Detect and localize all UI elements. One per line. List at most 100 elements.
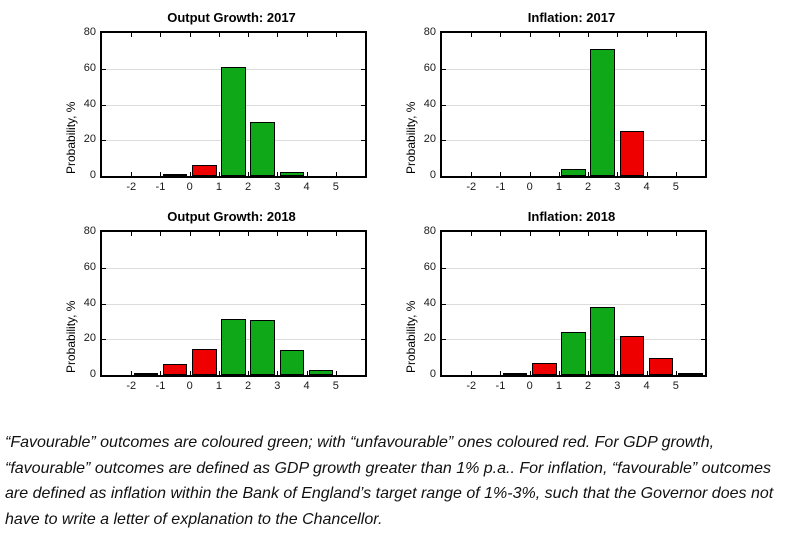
- x-tick-mark: [306, 172, 308, 176]
- plot-area: [440, 31, 707, 178]
- x-tick-mark: [617, 371, 619, 375]
- x-tick-label: 5: [672, 380, 679, 392]
- x-tick-mark: [189, 371, 191, 375]
- x-tick-label: -2: [126, 181, 137, 193]
- x-tick-mark: [558, 172, 560, 176]
- y-tick-label: 80: [83, 26, 96, 38]
- x-tick-mark: [675, 172, 677, 176]
- x-tick-mark: [675, 371, 677, 375]
- y-tick-mark: [701, 68, 705, 70]
- y-tick-mark: [701, 104, 705, 106]
- y-tick-label: 80: [83, 225, 96, 237]
- y-tick-label: 60: [423, 260, 436, 273]
- y-tick-mark: [442, 104, 446, 106]
- x-tick-mark: [588, 172, 590, 176]
- chart-output-growth-2018: Output Growth: 2018 Probability, % -2 -1 0…: [58, 207, 388, 402]
- y-tick-label: 20: [423, 332, 436, 345]
- gridline: [442, 104, 705, 106]
- x-tick-label: -1: [155, 380, 166, 392]
- y-tick-mark: [701, 140, 705, 142]
- x-tick-mark: [277, 33, 279, 37]
- x-tick-label: 3: [274, 380, 281, 392]
- x-tick-mark: [675, 33, 677, 37]
- y-tick-label: 40: [83, 97, 96, 110]
- y-tick-label: 40: [83, 296, 96, 309]
- x-tick-mark: [335, 172, 337, 176]
- x-tick-label: 1: [555, 181, 562, 193]
- y-tick-mark: [102, 303, 106, 305]
- y-tick-label: 80: [423, 225, 436, 237]
- gridline: [102, 303, 365, 305]
- chart-title: Inflation: 2017: [527, 10, 616, 25]
- y-tick-mark: [361, 104, 365, 106]
- bar-favourable: [221, 67, 246, 176]
- x-tick-label: 4: [643, 181, 650, 193]
- x-tick-mark: [529, 371, 531, 375]
- y-tick-mark: [442, 303, 446, 305]
- y-tick-mark: [361, 339, 365, 341]
- x-tick-mark: [471, 371, 473, 375]
- x-tick-mark: [306, 232, 308, 236]
- x-tick-mark: [160, 371, 162, 375]
- x-tick-mark: [189, 232, 191, 236]
- x-tick-label: 4: [643, 380, 650, 392]
- x-tick-mark: [558, 33, 560, 37]
- x-tick-mark: [160, 232, 162, 236]
- y-tick-label: 60: [83, 61, 96, 74]
- bar-unfavourable: [678, 373, 703, 375]
- y-tick-label: 40: [423, 296, 436, 309]
- x-tick-mark: [588, 371, 590, 375]
- x-tick-mark: [131, 371, 133, 375]
- gridline: [102, 267, 365, 269]
- x-tick-mark: [131, 232, 133, 236]
- bar-unfavourable: [162, 174, 188, 176]
- y-tick-mark: [102, 68, 106, 70]
- x-tick-mark: [558, 371, 560, 375]
- chart-output-growth-2017: Output Growth: 2017 Probability, % -2 -1 0…: [58, 8, 388, 203]
- chart-inflation-2018: Inflation: 2018 Probability, % -2 -1 0 1 2 3 4…: [398, 207, 728, 402]
- y-tick-label: 60: [423, 61, 436, 74]
- x-tick-mark: [248, 172, 250, 176]
- x-tick-mark: [218, 172, 220, 176]
- plot-area: [440, 230, 707, 377]
- y-tick-mark: [102, 339, 106, 341]
- x-tick-mark: [588, 232, 590, 236]
- x-tick-label: 2: [585, 181, 592, 193]
- x-tick-mark: [471, 172, 473, 176]
- y-tick-mark: [442, 267, 446, 269]
- bar-unfavourable: [502, 373, 528, 375]
- x-tick-mark: [646, 371, 648, 375]
- bar-unfavourable: [619, 336, 645, 375]
- x-tick-mark: [335, 232, 337, 236]
- y-tick-label: 20: [83, 133, 96, 146]
- chart-title: Inflation: 2018: [527, 209, 616, 224]
- plot-area: [100, 230, 367, 377]
- x-tick-mark: [588, 33, 590, 37]
- x-tick-label: 3: [614, 380, 621, 392]
- x-tick-label: 3: [614, 181, 621, 193]
- x-tick-mark: [617, 172, 619, 176]
- x-tick-label: 4: [303, 380, 310, 392]
- x-tick-mark: [160, 33, 162, 37]
- y-tick-label: 80: [423, 26, 436, 38]
- x-tick-mark: [500, 33, 502, 37]
- x-tick-label: 2: [245, 380, 252, 392]
- y-tick-label: 0: [89, 368, 96, 380]
- x-tick-mark: [189, 33, 191, 37]
- gridline: [442, 267, 705, 269]
- y-tick-label: 0: [429, 169, 436, 181]
- y-tick-mark: [361, 140, 365, 142]
- x-tick-label: 3: [274, 181, 281, 193]
- bar-unfavourable: [162, 364, 188, 375]
- bar-unfavourable: [532, 363, 557, 375]
- x-tick-mark: [500, 232, 502, 236]
- x-tick-label: -1: [155, 181, 166, 193]
- x-tick-mark: [248, 371, 250, 375]
- x-tick-mark: [558, 232, 560, 236]
- bar-favourable: [279, 172, 305, 176]
- x-tick-label: 4: [303, 181, 310, 193]
- x-tick-mark: [646, 172, 648, 176]
- y-tick-label: 40: [423, 97, 436, 110]
- x-tick-label: 0: [186, 380, 193, 392]
